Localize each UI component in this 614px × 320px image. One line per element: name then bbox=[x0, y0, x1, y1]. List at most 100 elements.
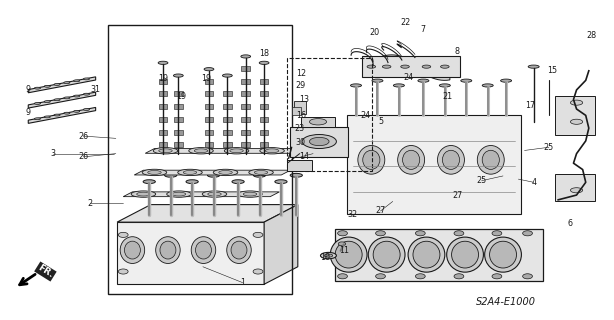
Ellipse shape bbox=[492, 274, 502, 279]
Text: 28: 28 bbox=[587, 31, 597, 40]
Ellipse shape bbox=[243, 192, 257, 196]
Ellipse shape bbox=[500, 79, 511, 82]
Ellipse shape bbox=[253, 269, 263, 274]
Polygon shape bbox=[204, 117, 213, 122]
Ellipse shape bbox=[454, 231, 464, 236]
Polygon shape bbox=[241, 142, 250, 147]
Ellipse shape bbox=[440, 84, 450, 87]
Ellipse shape bbox=[249, 169, 273, 176]
Polygon shape bbox=[174, 92, 182, 96]
Polygon shape bbox=[260, 130, 268, 134]
Polygon shape bbox=[223, 130, 231, 134]
Ellipse shape bbox=[119, 269, 128, 274]
Ellipse shape bbox=[523, 231, 532, 236]
Ellipse shape bbox=[254, 173, 266, 177]
Ellipse shape bbox=[443, 150, 459, 169]
Text: 6: 6 bbox=[568, 219, 573, 228]
Ellipse shape bbox=[230, 149, 243, 153]
Ellipse shape bbox=[208, 173, 220, 177]
Ellipse shape bbox=[34, 87, 41, 89]
Polygon shape bbox=[292, 108, 301, 116]
Ellipse shape bbox=[401, 65, 410, 68]
Polygon shape bbox=[174, 130, 182, 134]
Polygon shape bbox=[241, 79, 250, 84]
Ellipse shape bbox=[446, 237, 483, 272]
Ellipse shape bbox=[241, 55, 251, 58]
Ellipse shape bbox=[231, 241, 247, 259]
Polygon shape bbox=[134, 170, 290, 175]
Ellipse shape bbox=[482, 150, 499, 169]
Polygon shape bbox=[159, 92, 168, 96]
Text: S2A4-E1000: S2A4-E1000 bbox=[476, 297, 536, 307]
Ellipse shape bbox=[260, 148, 284, 154]
Ellipse shape bbox=[376, 274, 386, 279]
Ellipse shape bbox=[309, 119, 327, 125]
Polygon shape bbox=[159, 104, 168, 109]
Ellipse shape bbox=[74, 80, 80, 82]
Text: 13: 13 bbox=[299, 95, 309, 104]
Ellipse shape bbox=[54, 84, 60, 85]
Text: 23: 23 bbox=[294, 124, 304, 132]
Text: 2: 2 bbox=[87, 198, 92, 207]
Text: 30: 30 bbox=[296, 138, 306, 147]
Text: 27: 27 bbox=[375, 206, 386, 215]
Ellipse shape bbox=[44, 101, 50, 103]
Text: 11: 11 bbox=[339, 246, 349, 255]
Ellipse shape bbox=[367, 65, 376, 68]
Text: 3: 3 bbox=[50, 149, 55, 158]
Text: 31: 31 bbox=[91, 85, 101, 94]
Ellipse shape bbox=[125, 241, 141, 259]
Ellipse shape bbox=[330, 237, 367, 272]
Ellipse shape bbox=[523, 274, 532, 279]
Ellipse shape bbox=[324, 254, 333, 257]
Text: 29: 29 bbox=[296, 81, 306, 90]
Ellipse shape bbox=[492, 231, 502, 236]
Ellipse shape bbox=[290, 173, 303, 177]
Text: 7: 7 bbox=[421, 25, 426, 34]
Text: 25: 25 bbox=[476, 176, 487, 185]
Polygon shape bbox=[241, 130, 250, 134]
Text: 27: 27 bbox=[452, 190, 462, 200]
Ellipse shape bbox=[418, 79, 429, 82]
Ellipse shape bbox=[238, 191, 262, 197]
Ellipse shape bbox=[148, 171, 161, 174]
Ellipse shape bbox=[208, 192, 221, 196]
Ellipse shape bbox=[265, 149, 279, 153]
Ellipse shape bbox=[222, 74, 232, 77]
Polygon shape bbox=[260, 117, 268, 122]
Ellipse shape bbox=[156, 237, 180, 263]
Polygon shape bbox=[174, 142, 182, 147]
Ellipse shape bbox=[34, 118, 41, 120]
Ellipse shape bbox=[194, 149, 208, 153]
Ellipse shape bbox=[351, 84, 362, 87]
Text: 16: 16 bbox=[296, 111, 306, 120]
Ellipse shape bbox=[173, 74, 183, 77]
Ellipse shape bbox=[254, 171, 268, 174]
Polygon shape bbox=[241, 104, 250, 109]
Polygon shape bbox=[241, 66, 250, 71]
Text: 1: 1 bbox=[240, 278, 245, 287]
Ellipse shape bbox=[84, 78, 90, 80]
Polygon shape bbox=[365, 55, 450, 80]
Ellipse shape bbox=[372, 79, 383, 82]
Ellipse shape bbox=[202, 191, 227, 197]
Polygon shape bbox=[223, 117, 231, 122]
Ellipse shape bbox=[143, 180, 155, 184]
Text: FR.: FR. bbox=[36, 263, 55, 280]
Ellipse shape bbox=[373, 241, 400, 268]
Ellipse shape bbox=[224, 148, 249, 154]
Ellipse shape bbox=[213, 169, 238, 176]
Text: 19: 19 bbox=[176, 92, 187, 101]
Polygon shape bbox=[117, 204, 298, 222]
Polygon shape bbox=[287, 160, 312, 171]
Polygon shape bbox=[293, 101, 306, 114]
Polygon shape bbox=[159, 79, 168, 84]
Ellipse shape bbox=[74, 95, 80, 97]
Ellipse shape bbox=[416, 231, 426, 236]
Ellipse shape bbox=[159, 149, 172, 153]
Text: 14: 14 bbox=[299, 152, 309, 161]
Ellipse shape bbox=[177, 169, 202, 176]
Ellipse shape bbox=[398, 146, 425, 174]
Ellipse shape bbox=[416, 274, 426, 279]
Polygon shape bbox=[555, 174, 595, 201]
